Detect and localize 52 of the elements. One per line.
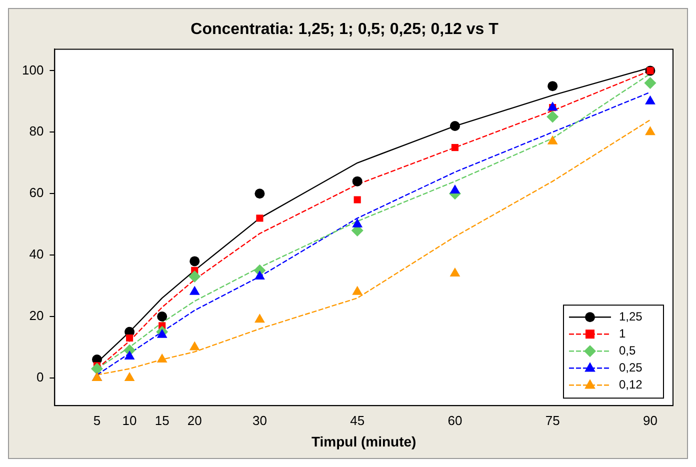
point (547, 135, 558, 144)
point (256, 214, 264, 222)
point (189, 341, 200, 350)
point (451, 144, 458, 152)
point (354, 196, 361, 204)
point (352, 176, 362, 186)
point (547, 102, 558, 111)
legend-label: 0,12 (619, 377, 643, 392)
point (352, 218, 363, 228)
x-tick-label: 15 (154, 412, 170, 428)
legend-label: 0,5 (619, 343, 636, 358)
point (188, 270, 201, 283)
y-tick-label: 20 (29, 308, 44, 324)
point (190, 256, 200, 266)
point (546, 110, 559, 123)
x-tick-label: 45 (350, 412, 365, 428)
chart-title: Concentratia: 1,25; 1; 0,5; 0,25; 0,12 vs T (190, 21, 499, 38)
point (189, 286, 200, 295)
point (645, 95, 656, 104)
legend-label: 1 (619, 326, 626, 340)
x-tick-label: 30 (252, 412, 267, 428)
point (254, 314, 265, 323)
x-tick-label: 60 (448, 412, 462, 428)
legend-label: 0,25 (619, 360, 643, 374)
y-tick-label: 80 (29, 124, 44, 139)
point (124, 372, 135, 381)
point (644, 76, 656, 89)
point (254, 188, 265, 199)
y-tick-label: 100 (22, 62, 44, 78)
point (645, 126, 656, 136)
x-tick-label: 5 (93, 412, 101, 428)
point (156, 328, 168, 338)
x-tick-label: 75 (545, 412, 560, 428)
y-tick-label: 60 (29, 185, 44, 200)
point (157, 312, 168, 322)
point (124, 350, 135, 360)
x-tick-label: 90 (642, 412, 658, 428)
point (90, 362, 103, 375)
y-tick-label: 0 (36, 370, 44, 385)
point (548, 81, 558, 92)
point (126, 334, 134, 342)
point (450, 267, 460, 276)
point (156, 354, 168, 363)
y-tick-label: 40 (29, 246, 44, 262)
x-tick-label: 10 (122, 412, 137, 428)
x-axis-title: Timpul (minute) (311, 433, 416, 450)
point (254, 270, 265, 280)
point (450, 184, 460, 194)
point (352, 286, 363, 295)
x-tick-label: 20 (187, 412, 202, 428)
point (450, 121, 460, 132)
legend-label: 1,25 (619, 309, 643, 324)
